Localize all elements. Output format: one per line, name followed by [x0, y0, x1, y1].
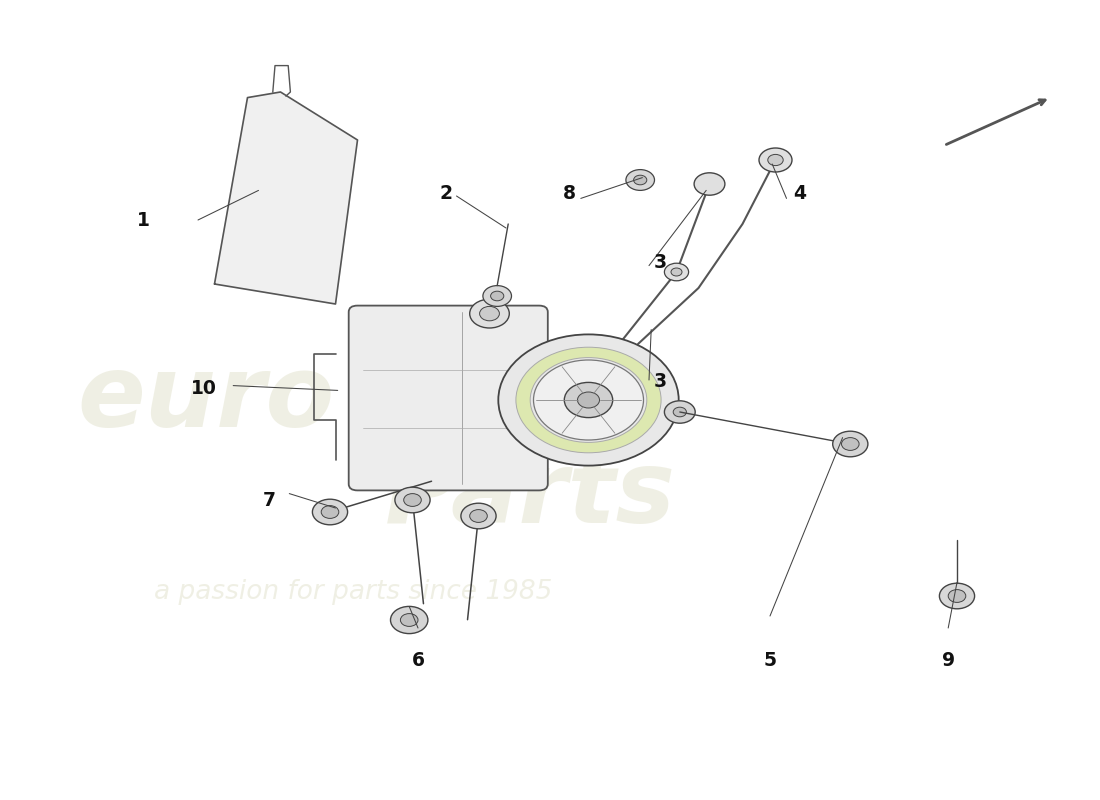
Circle shape [939, 583, 975, 609]
Text: 2: 2 [439, 184, 452, 203]
Circle shape [759, 148, 792, 172]
Circle shape [664, 263, 689, 281]
Circle shape [768, 154, 783, 166]
Circle shape [461, 503, 496, 529]
Circle shape [842, 438, 859, 450]
Text: 8: 8 [563, 184, 576, 203]
Text: 10: 10 [190, 378, 217, 398]
Circle shape [671, 268, 682, 276]
Text: 3: 3 [653, 372, 667, 391]
Circle shape [634, 175, 647, 185]
Circle shape [491, 291, 504, 301]
Circle shape [948, 590, 966, 602]
Circle shape [390, 606, 428, 634]
Text: 4: 4 [793, 184, 806, 203]
Text: 7: 7 [263, 490, 276, 510]
Circle shape [833, 431, 868, 457]
Circle shape [404, 494, 421, 506]
Text: 1: 1 [136, 210, 150, 230]
Text: 9: 9 [942, 650, 955, 670]
Circle shape [694, 173, 725, 195]
Text: a passion for parts since 1985: a passion for parts since 1985 [154, 579, 552, 605]
Text: 3: 3 [653, 253, 667, 272]
Circle shape [470, 299, 509, 328]
Text: 6: 6 [411, 650, 425, 670]
Circle shape [321, 506, 339, 518]
Circle shape [483, 286, 512, 306]
Circle shape [480, 306, 499, 321]
Circle shape [578, 392, 600, 408]
Circle shape [395, 487, 430, 513]
Polygon shape [214, 92, 358, 304]
Circle shape [626, 170, 654, 190]
Circle shape [564, 382, 613, 418]
Circle shape [498, 334, 679, 466]
Circle shape [664, 401, 695, 423]
Circle shape [312, 499, 348, 525]
FancyBboxPatch shape [349, 306, 548, 490]
Text: euro: euro [77, 351, 334, 449]
Circle shape [534, 360, 644, 440]
Circle shape [470, 510, 487, 522]
Circle shape [400, 614, 418, 626]
Text: Parts: Parts [385, 447, 676, 545]
Circle shape [673, 407, 686, 417]
Text: 5: 5 [763, 650, 777, 670]
